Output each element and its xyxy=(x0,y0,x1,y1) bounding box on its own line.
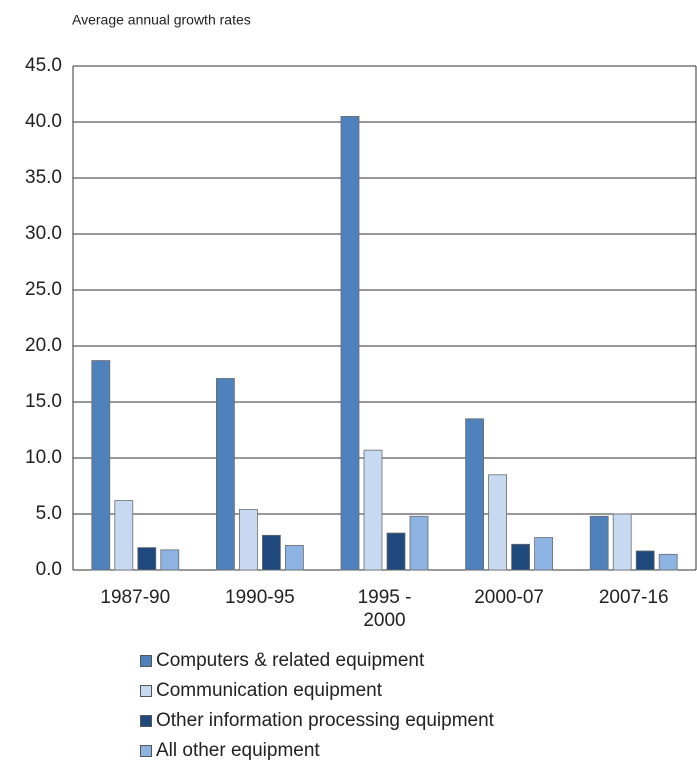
y-tick-label: 20.0 xyxy=(25,335,62,356)
bar xyxy=(465,418,485,571)
y-tick-label: 45.0 xyxy=(25,55,62,76)
y-tick-label: 30.0 xyxy=(25,223,62,244)
y-tick-label: 10.0 xyxy=(25,447,62,468)
legend-swatch xyxy=(140,685,152,697)
legend-item: Other information processing equipment xyxy=(140,706,494,736)
y-tick-label: 5.0 xyxy=(36,503,62,524)
x-tick-label: 1987-90 xyxy=(100,587,171,608)
x-tick-label: 1995 - 2000 xyxy=(357,587,412,631)
x-tick-label: 1990-95 xyxy=(225,587,295,608)
x-tick-label: 2000-07 xyxy=(474,587,544,608)
legend-item: Communication equipment xyxy=(140,676,494,706)
legend-item: All other equipment xyxy=(140,736,494,766)
bar xyxy=(488,474,508,571)
x-tick-label: 2007-16 xyxy=(598,587,669,608)
bar xyxy=(160,549,180,571)
legend-label: All other equipment xyxy=(156,740,320,761)
bar xyxy=(114,500,134,571)
bar xyxy=(215,378,235,571)
bar xyxy=(658,553,678,571)
bar xyxy=(137,547,157,571)
chart-title: Average annual growth rates xyxy=(72,12,251,28)
bar xyxy=(363,449,383,571)
legend: Computers & related equipment Communicati… xyxy=(140,646,494,766)
y-tick-label: 35.0 xyxy=(25,167,62,188)
bar xyxy=(91,360,111,571)
bar xyxy=(409,515,429,571)
legend-label: Other information processing equipment xyxy=(156,710,494,731)
bar xyxy=(589,515,609,571)
bar xyxy=(238,509,258,571)
y-tick-label: 40.0 xyxy=(25,111,62,132)
bar xyxy=(386,532,406,571)
legend-swatch xyxy=(140,655,152,667)
bar xyxy=(612,513,632,571)
legend-swatch xyxy=(140,715,152,727)
bar xyxy=(534,537,553,571)
legend-label: Communication equipment xyxy=(156,680,383,701)
bar xyxy=(635,550,655,571)
legend-swatch xyxy=(140,745,152,757)
legend-item: Computers & related equipment xyxy=(140,646,494,676)
y-tick-label: 0.0 xyxy=(36,559,62,580)
legend-label: Computers & related equipment xyxy=(156,650,425,671)
y-tick-label: 15.0 xyxy=(25,391,62,412)
bar xyxy=(511,543,531,571)
bar xyxy=(261,534,281,571)
y-tick-label: 25.0 xyxy=(25,279,62,300)
bar xyxy=(284,544,304,571)
bar xyxy=(340,116,360,571)
